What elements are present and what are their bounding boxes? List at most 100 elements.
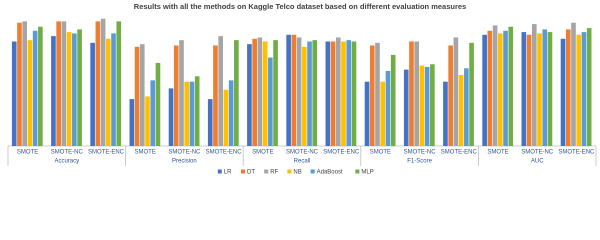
bar: [189, 81, 195, 146]
bar: [218, 36, 223, 147]
bar: [223, 89, 229, 146]
bar: [385, 70, 391, 146]
bar: [139, 44, 145, 146]
bar: [194, 76, 200, 146]
bar: [487, 30, 493, 146]
bar: [95, 21, 101, 147]
bar: [179, 40, 184, 146]
legend-swatch: [217, 169, 222, 174]
bar: [586, 28, 592, 146]
group-label: F1-Score: [407, 159, 432, 165]
bar: [22, 21, 27, 147]
legend-label: AdaBoost: [317, 170, 343, 176]
x-tick-label: SMOTE: [17, 150, 38, 156]
bar: [414, 41, 419, 147]
bar: [66, 32, 72, 146]
bar: [503, 30, 508, 146]
x-tick-label: SMOTE-ENC: [441, 150, 478, 156]
bar: [526, 34, 532, 146]
x-tick-label: SMOTE: [135, 150, 156, 156]
bar: [560, 38, 566, 146]
bar: [268, 57, 273, 147]
bar: [134, 46, 140, 147]
bar: [77, 29, 82, 147]
bar: [453, 37, 459, 146]
legend-swatch: [287, 169, 292, 174]
bar: [100, 18, 106, 147]
bar: [262, 41, 268, 147]
bar: [273, 40, 278, 146]
bar: [403, 69, 409, 146]
legend-swatch: [355, 169, 360, 174]
bar: [286, 34, 291, 146]
bar: [364, 81, 370, 146]
bar: [498, 33, 503, 146]
bar: [150, 80, 156, 146]
bar: [531, 24, 537, 147]
x-tick-label: SMOTE-NC: [168, 150, 201, 156]
bar: [424, 66, 430, 146]
bar: [228, 80, 234, 146]
bar: [542, 29, 548, 147]
bar: [312, 40, 318, 146]
bar: [234, 40, 239, 146]
x-tick-label: SMOTE: [370, 150, 391, 156]
bar: [291, 34, 297, 146]
x-tick-label: SMOTE-NC: [404, 150, 437, 156]
legend-swatch: [241, 169, 245, 174]
bar: [469, 42, 474, 146]
bar: [106, 38, 111, 146]
x-tick-label: SMOTE-ENC: [323, 150, 360, 156]
chart-title: Results with all the methods on Kaggle T…: [134, 2, 466, 11]
bar: [213, 45, 218, 146]
bar: [380, 81, 386, 146]
x-tick-label: SMOTE-ENC: [558, 150, 595, 156]
bar: [32, 30, 38, 146]
bar: [111, 33, 116, 146]
bar: [409, 41, 414, 147]
bar: [116, 21, 122, 147]
bar: [90, 42, 95, 146]
bar: [145, 96, 150, 146]
bar: [346, 40, 352, 146]
x-tick-label: SMOTE: [487, 150, 508, 156]
x-tick-label: SMOTE-ENC: [206, 150, 243, 156]
bar: [375, 42, 380, 146]
bar: [38, 26, 43, 147]
chart: Results with all the methods on Kaggle T…: [7, 2, 597, 176]
bar: [307, 41, 312, 147]
bar: [521, 32, 527, 146]
bar: [184, 81, 190, 146]
bar: [369, 45, 375, 146]
bar: [51, 36, 56, 147]
legend-swatch: [310, 169, 315, 174]
bar: [448, 45, 453, 146]
bar: [576, 34, 582, 146]
bar: [341, 41, 346, 147]
bar: [430, 64, 435, 146]
bar: [482, 34, 487, 146]
group-label: Recall: [294, 159, 311, 165]
bar: [207, 99, 213, 146]
x-tick-label: SMOTE-NC: [51, 150, 84, 156]
legend-label: RF: [270, 170, 278, 176]
bar: [252, 38, 257, 146]
bar: [173, 45, 179, 146]
legend-label: MLP: [361, 170, 373, 176]
group-label: Accuracy: [54, 159, 79, 165]
group-label: AUC: [531, 159, 544, 165]
bar: [547, 32, 553, 146]
x-tick-label: SMOTE: [252, 150, 273, 156]
bar: [325, 41, 331, 147]
bar: [61, 21, 67, 147]
legend-swatch: [264, 169, 269, 174]
legend-label: NB: [293, 170, 301, 176]
bar: [508, 26, 514, 147]
bar: [27, 40, 33, 146]
bar: [492, 25, 498, 146]
bar: [571, 22, 576, 146]
x-tick-label: SMOTE-NC: [521, 150, 554, 156]
bar: [581, 32, 587, 146]
bar: [335, 37, 341, 146]
bar: [257, 37, 263, 146]
